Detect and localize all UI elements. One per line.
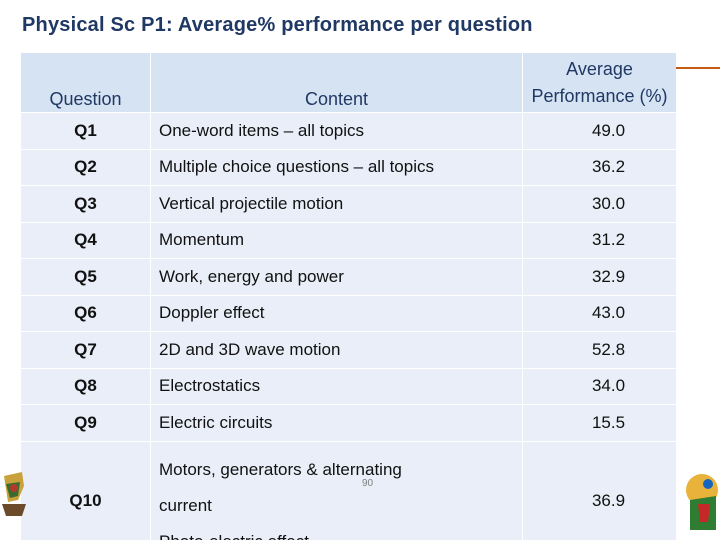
question-cell: Q9 bbox=[20, 404, 151, 442]
average-cell: 34.0 bbox=[522, 367, 676, 405]
average-cell: 36.9 bbox=[522, 440, 676, 540]
content-cell: 2D and 3D wave motion bbox=[150, 331, 523, 369]
question-cell: Q4 bbox=[20, 221, 151, 259]
table-row: Q6 Doppler effect 43.0 bbox=[20, 294, 676, 332]
header-average-line2: Performance (%) bbox=[531, 86, 668, 106]
question-cell: Q5 bbox=[20, 258, 151, 296]
table-row: Q9 Electric circuits 15.5 bbox=[20, 404, 676, 442]
question-cell: Q2 bbox=[20, 148, 151, 186]
question-cell: Q1 bbox=[20, 112, 151, 150]
question-cell: Q3 bbox=[20, 185, 151, 223]
header-average: Average Performance (%) bbox=[522, 52, 676, 113]
table-row: Q1 One-word items – all topics 49.0 bbox=[20, 112, 676, 150]
average-cell: 32.9 bbox=[522, 258, 676, 296]
table-row: Q7 2D and 3D wave motion 52.8 bbox=[20, 331, 676, 369]
slide-title: Physical Sc P1: Average% performance per… bbox=[22, 14, 533, 36]
content-cell: Doppler effect bbox=[150, 294, 523, 332]
average-cell: 52.8 bbox=[522, 331, 676, 369]
performance-table: Question Content Average Performance (%)… bbox=[20, 52, 676, 540]
coat-of-arms-logo bbox=[2, 472, 26, 516]
average-cell: 36.2 bbox=[522, 148, 676, 186]
average-cell: 15.5 bbox=[522, 404, 676, 442]
question-cell: Q7 bbox=[20, 331, 151, 369]
table-row: Q5 Work, energy and power 32.9 bbox=[20, 258, 676, 296]
table-row: Q2 Multiple choice questions – all topic… bbox=[20, 148, 676, 186]
table-row: Q8 Electrostatics 34.0 bbox=[20, 367, 676, 405]
question-cell: Q10 bbox=[20, 440, 151, 540]
content-cell: Electrostatics bbox=[150, 367, 523, 405]
content-line: Photo-electric effect bbox=[159, 532, 309, 540]
average-cell: 31.2 bbox=[522, 221, 676, 259]
performance-table-wrapper: Question Content Average Performance (%)… bbox=[20, 52, 676, 540]
content-cell: Multiple choice questions – all topics bbox=[150, 148, 523, 186]
department-logo bbox=[686, 474, 718, 530]
table-row: Q3 Vertical projectile motion 30.0 bbox=[20, 185, 676, 223]
header-average-line1: Average bbox=[566, 59, 633, 79]
question-cell: Q6 bbox=[20, 294, 151, 332]
content-cell: Work, energy and power bbox=[150, 258, 523, 296]
table-header-row: Question Content Average Performance (%) bbox=[20, 52, 676, 113]
table-row-q10: Q10 Motors, generators & alternating cur… bbox=[20, 440, 676, 540]
content-cell-multiline: Motors, generators & alternating current… bbox=[150, 440, 523, 540]
average-cell: 43.0 bbox=[522, 294, 676, 332]
content-line: Motors, generators & alternating bbox=[159, 459, 402, 479]
content-cell: Momentum bbox=[150, 221, 523, 259]
content-cell: Electric circuits bbox=[150, 404, 523, 442]
header-question: Question bbox=[20, 52, 151, 113]
content-cell: One-word items – all topics bbox=[150, 112, 523, 150]
content-line: current bbox=[159, 495, 212, 515]
page-number: 90 bbox=[362, 478, 374, 489]
average-cell: 30.0 bbox=[522, 185, 676, 223]
average-cell: 49.0 bbox=[522, 112, 676, 150]
table-row: Q4 Momentum 31.2 bbox=[20, 221, 676, 259]
accent-line bbox=[676, 67, 720, 69]
content-cell: Vertical projectile motion bbox=[150, 185, 523, 223]
question-cell: Q8 bbox=[20, 367, 151, 405]
header-content: Content bbox=[150, 52, 523, 113]
